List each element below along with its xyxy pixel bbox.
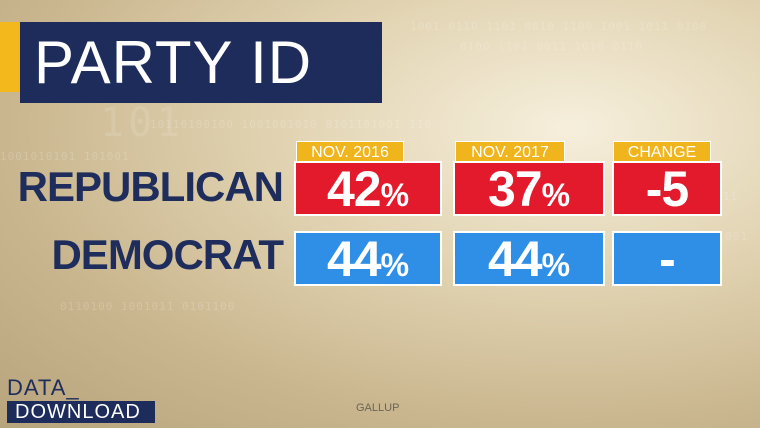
page-title: PARTY ID bbox=[20, 22, 382, 103]
row-label-democrat: DEMOCRAT bbox=[51, 231, 284, 278]
republican-nov-2016-value: 42 bbox=[326, 161, 382, 217]
democrat-nov-2016-cell: 44% bbox=[294, 231, 442, 286]
republican-nov-2016-cell: 42% bbox=[294, 161, 442, 216]
source-label: GALLUP bbox=[356, 402, 400, 414]
data-download-logo: DATA_ DOWNLOAD bbox=[7, 377, 155, 423]
column-header-change: CHANGE bbox=[613, 141, 711, 162]
row-label-republican: REPUBLICAN bbox=[17, 163, 284, 210]
column-header-nov-2017: NOV. 2017 bbox=[455, 141, 565, 162]
republican-nov-2017-cell: 37% bbox=[453, 161, 605, 216]
democrat-change-cell: - bbox=[612, 231, 722, 286]
democrat-change-value: - bbox=[659, 231, 676, 287]
republican-change-cell: -5 bbox=[612, 161, 722, 216]
title-accent-bar bbox=[0, 22, 20, 92]
percent-sign: % bbox=[541, 177, 571, 213]
republican-nov-2017-value: 37 bbox=[487, 161, 543, 217]
percent-sign: % bbox=[541, 247, 571, 283]
column-header-nov-2016: NOV. 2016 bbox=[296, 141, 404, 162]
logo-download-text: DOWNLOAD bbox=[7, 401, 155, 423]
democrat-nov-2016-value: 44 bbox=[326, 231, 382, 287]
percent-sign: % bbox=[380, 247, 410, 283]
democrat-nov-2017-value: 44 bbox=[487, 231, 543, 287]
percent-sign: % bbox=[380, 177, 410, 213]
logo-data-text: DATA_ bbox=[7, 375, 80, 400]
democrat-nov-2017-cell: 44% bbox=[453, 231, 605, 286]
republican-change-value: -5 bbox=[645, 161, 689, 217]
